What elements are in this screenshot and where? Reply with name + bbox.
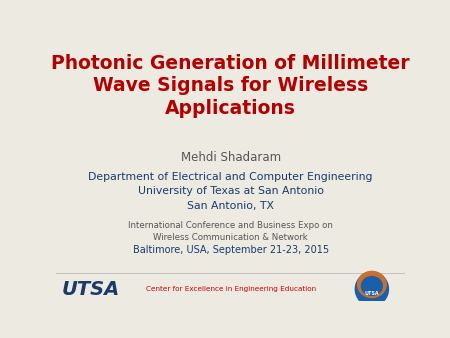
Text: Mehdi Shadaram: Mehdi Shadaram	[180, 151, 281, 164]
Text: Photonic Generation of Millimeter
Wave Signals for Wireless
Applications: Photonic Generation of Millimeter Wave S…	[51, 54, 410, 118]
Text: UTSA: UTSA	[364, 291, 379, 295]
Ellipse shape	[358, 271, 386, 297]
Text: Baltimore, USA, September 21-23, 2015: Baltimore, USA, September 21-23, 2015	[133, 245, 328, 255]
Text: International Conference and Business Expo on
Wireless Communication & Network: International Conference and Business Ex…	[128, 221, 333, 242]
Ellipse shape	[356, 272, 388, 306]
Text: Department of Electrical and Computer Engineering
University of Texas at San Ant: Department of Electrical and Computer En…	[88, 172, 373, 211]
Text: Center for Excellence in Engineering Education: Center for Excellence in Engineering Edu…	[145, 286, 316, 292]
Ellipse shape	[361, 276, 382, 295]
Text: UTSA: UTSA	[62, 280, 120, 298]
